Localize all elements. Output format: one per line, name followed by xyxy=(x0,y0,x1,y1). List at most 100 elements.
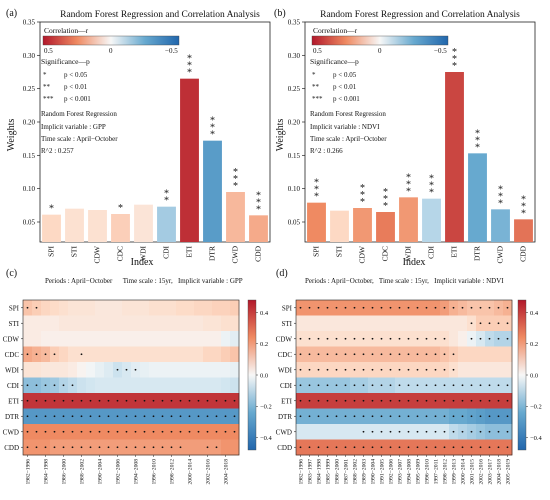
heat-cell xyxy=(368,315,378,332)
x-tick-label: CDD xyxy=(519,245,528,261)
y-tick-label: 0.05 xyxy=(23,219,36,227)
heat-cell xyxy=(149,346,159,363)
significance-dot xyxy=(26,399,29,402)
heat-cell xyxy=(113,300,123,316)
significance-dot xyxy=(362,430,365,433)
heat-cell xyxy=(185,346,195,363)
note-b-0: Random Forest Regression xyxy=(310,110,386,118)
significance-star: * xyxy=(210,130,215,141)
significance-dot xyxy=(452,353,455,356)
significance-dot xyxy=(107,446,110,449)
significance-dot xyxy=(461,430,464,433)
heat-cell xyxy=(176,377,186,394)
x-tick-label: 2000−2014 xyxy=(461,459,467,485)
legend-sym-a-1: ** xyxy=(43,83,51,91)
x-tick-label: 1992−2006 xyxy=(116,459,122,485)
heatmap-header-d: Periods : April−October, Time scale : 15… xyxy=(305,277,504,285)
significance-dot xyxy=(125,415,128,418)
heat-cell xyxy=(68,346,78,363)
heat-cell xyxy=(149,315,159,332)
heat-cell xyxy=(341,424,351,440)
significance-dot xyxy=(335,353,338,356)
x-tick-label: CDC xyxy=(381,246,390,261)
heat-cell xyxy=(95,377,105,394)
heat-cell xyxy=(68,331,78,347)
significance-dot xyxy=(326,446,329,449)
x-tick-label: 1993−2007 xyxy=(398,459,404,485)
significance-dot xyxy=(170,399,173,402)
heat-cell xyxy=(440,315,450,332)
x-tick-label: 1984−1998 xyxy=(317,459,323,485)
significance-dot xyxy=(299,368,302,371)
row-label: WDI xyxy=(278,366,293,374)
heat-cell xyxy=(122,377,132,394)
heat-cell xyxy=(95,362,105,378)
plot-frame xyxy=(304,21,536,243)
significance-dot xyxy=(326,368,329,371)
row-label: CDI xyxy=(7,382,20,390)
significance-dot xyxy=(497,337,500,340)
x-tick-label: 2002−2016 xyxy=(206,459,212,485)
significance-dot xyxy=(89,399,92,402)
significance-dot xyxy=(353,399,356,402)
significance-star: * xyxy=(187,68,192,79)
heat-cell xyxy=(323,315,333,332)
significance-dot xyxy=(35,430,38,433)
significance-dot xyxy=(35,399,38,402)
colorbar-tick-label: −0.2 xyxy=(530,404,542,411)
significance-dot xyxy=(488,415,491,418)
significance-dot xyxy=(380,399,383,402)
colorbar-tick-a-2: −0.5 xyxy=(165,47,178,55)
heat-cell xyxy=(332,424,342,440)
y-tick-label: 0.10 xyxy=(23,185,36,193)
xlabel-b: Index xyxy=(403,257,426,268)
significance-star: * xyxy=(187,54,192,65)
colorbar-tick-b-0: 0.5 xyxy=(313,47,322,55)
panel-label-c: (c) xyxy=(6,268,17,279)
bar-plot-b: 0.050.100.150.200.250.300.35***SPI STI***… xyxy=(288,19,536,264)
significance-star: * xyxy=(498,198,503,209)
heat-cell xyxy=(86,377,96,394)
heat-cell xyxy=(203,331,213,347)
row-label: WDI xyxy=(5,366,20,374)
significance-dot xyxy=(317,353,320,356)
heat-cell xyxy=(158,300,168,316)
significance-dot xyxy=(416,306,419,309)
significance-dot xyxy=(488,446,491,449)
heat-cell xyxy=(203,300,213,316)
heat-cell xyxy=(203,315,213,332)
heat-cell xyxy=(314,315,324,332)
heat-cell xyxy=(77,362,87,378)
row-label: CDW xyxy=(276,335,293,343)
bar-dtr xyxy=(203,140,222,242)
significance-star: * xyxy=(521,208,526,219)
heat-cell xyxy=(194,300,204,316)
bar-cdw xyxy=(353,208,372,242)
plot-frame xyxy=(39,21,271,243)
row-label: CDC xyxy=(5,351,20,359)
significance-dot xyxy=(344,353,347,356)
significance-dot xyxy=(416,337,419,340)
bar-cwd xyxy=(226,192,245,242)
significance-dot xyxy=(452,415,455,418)
heat-cell xyxy=(485,362,495,378)
row-label: SPI xyxy=(282,304,293,312)
x-tick-label: 1996−2010 xyxy=(152,459,158,485)
x-tick-label: SPI xyxy=(312,246,321,257)
significance-dot xyxy=(125,368,128,371)
significance-dot xyxy=(233,399,236,402)
significance-dot xyxy=(398,430,401,433)
significance-dot xyxy=(407,368,410,371)
bar-title-b: Random Forest Regression and Correlation… xyxy=(320,10,520,20)
heat-cell xyxy=(194,346,204,363)
significance-star: * xyxy=(429,174,434,185)
heat-cell xyxy=(113,331,123,347)
significance-dot xyxy=(326,384,329,387)
heat-cell xyxy=(131,346,141,363)
significance-dot xyxy=(53,384,56,387)
significance-dot xyxy=(371,446,374,449)
heat-cell xyxy=(95,331,105,347)
heat-cell xyxy=(431,315,441,332)
